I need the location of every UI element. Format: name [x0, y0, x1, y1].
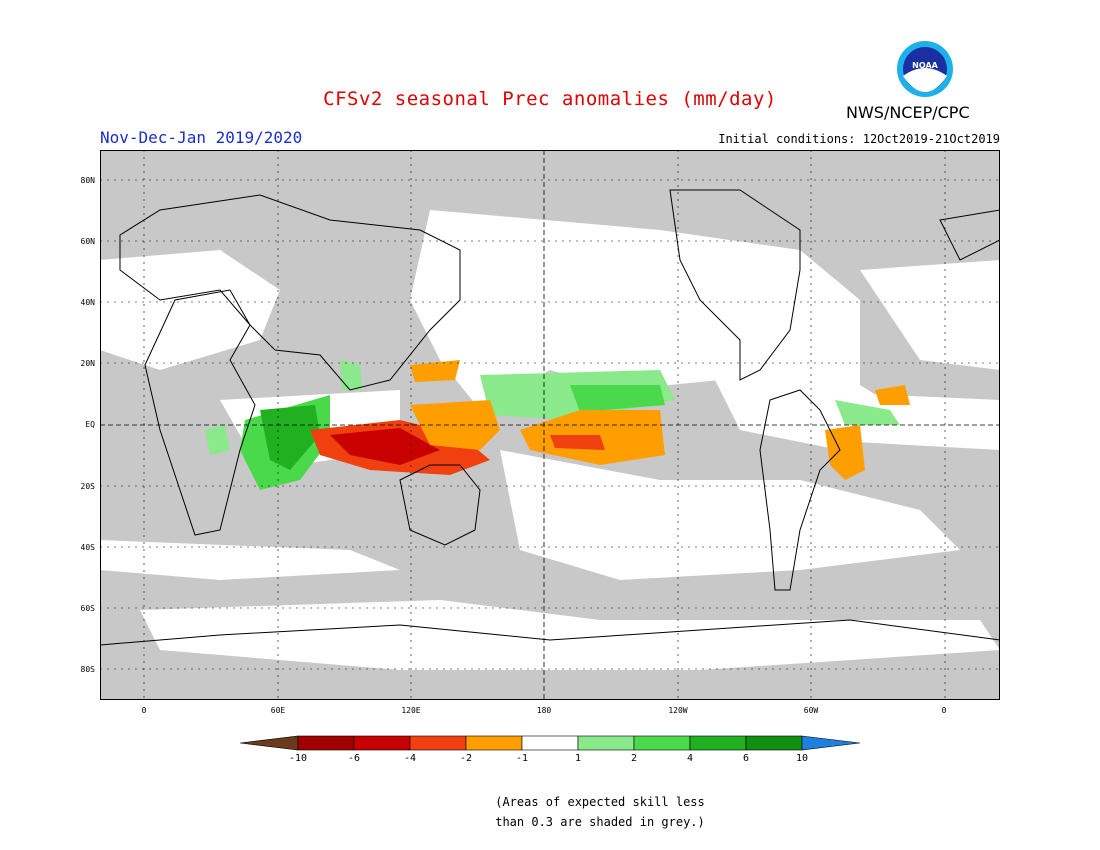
- dry-anomalies: [310, 360, 910, 480]
- colorbar-segment: [633, 735, 691, 751]
- colorbar-segment: [521, 735, 579, 751]
- colorbar-tick-label: -4: [403, 753, 417, 764]
- colorbar-arrow-high: [801, 735, 860, 751]
- colorbar-tick-label: -2: [459, 753, 473, 764]
- lat-label: 40N: [80, 298, 95, 307]
- coastlines: [100, 189, 1000, 646]
- lat-label: 80N: [80, 176, 95, 185]
- colorbar-tick-label: -10: [288, 753, 308, 764]
- colorbar-segment: [297, 735, 355, 751]
- lat-label: 20N: [80, 359, 95, 368]
- colorbar-tick-label: 4: [686, 753, 694, 764]
- lon-label: 120W: [668, 706, 688, 715]
- skill-note-line: than 0.3 are shaded in grey.): [495, 815, 705, 829]
- lon-label: 120E: [401, 706, 421, 715]
- colorbar-tick-label: -1: [515, 753, 529, 764]
- lat-label: EQ: [85, 420, 95, 429]
- lon-label: 60E: [270, 706, 286, 715]
- lat-label: 60S: [80, 604, 95, 613]
- lat-label: 80S: [80, 665, 95, 674]
- colorbar-segment: [689, 735, 747, 751]
- colorbar-segment: [577, 735, 635, 751]
- lat-label: 60N: [80, 237, 95, 246]
- colorbar-tick-label: -6: [347, 753, 361, 764]
- initial-conditions: Initial conditions: 12Oct2019-21Oct2019: [718, 132, 1000, 146]
- lon-label: 180: [536, 706, 552, 715]
- colorbar-segment: [353, 735, 411, 751]
- colorbar-tick-label: 2: [630, 753, 638, 764]
- forecast-period: Nov-Dec-Jan 2019/2020: [100, 128, 303, 147]
- colorbar-segment: [465, 735, 523, 751]
- colorbar-segment: [409, 735, 467, 751]
- lon-label: 0: [941, 706, 947, 715]
- colorbar-arrow-low: [240, 735, 299, 751]
- lat-label: 20S: [80, 482, 95, 491]
- precip-anomaly-map: [100, 150, 1000, 700]
- skill-note-line: (Areas of expected skill less: [495, 795, 705, 809]
- wet-anomalies: [205, 360, 900, 490]
- skill-note: (Areas of expected skill less than 0.3 a…: [470, 792, 730, 832]
- map-title: CFSv2 seasonal Prec anomalies (mm/day): [323, 88, 777, 110]
- colorbar-tick-label: 1: [574, 753, 582, 764]
- svg-text:NOAA: NOAA: [912, 61, 938, 70]
- colorbar-tick-label: 10: [795, 753, 809, 764]
- white-regions: [100, 210, 1000, 670]
- colorbar: [240, 735, 860, 751]
- agency-label: NWS/NCEP/CPC: [846, 103, 970, 122]
- colorbar-tick-label: 6: [742, 753, 750, 764]
- lon-label: 0: [141, 706, 147, 715]
- colorbar-segment: [745, 735, 803, 751]
- lat-label: 40S: [80, 543, 95, 552]
- noaa-logo-icon: NOAA: [897, 41, 953, 97]
- lon-label: 60W: [803, 706, 819, 715]
